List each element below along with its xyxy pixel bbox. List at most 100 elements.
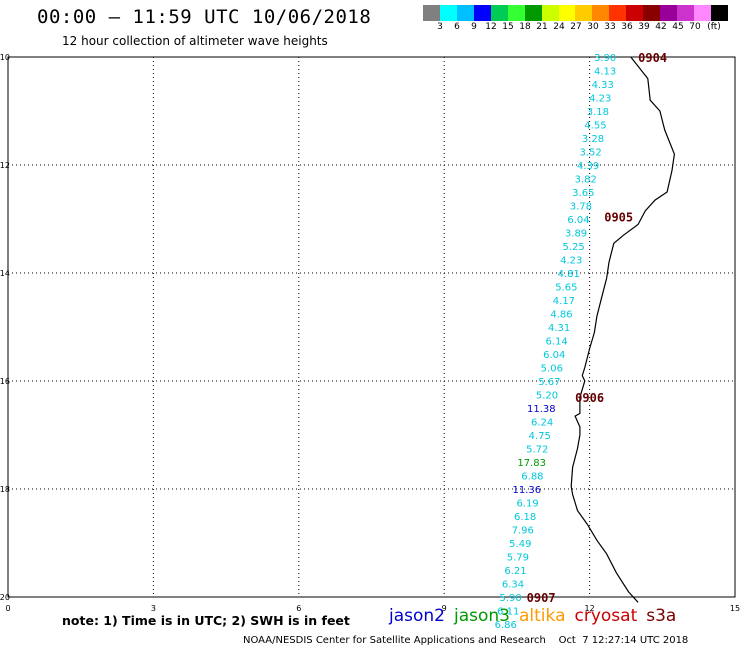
wave-height-label: 11.38 [527, 404, 556, 415]
wave-height-label: 5.67 [538, 377, 560, 388]
wave-height-label: 3.78 [570, 202, 592, 213]
time-labels: 0904 0905 0906 0907 [527, 51, 667, 605]
lon-tick-label: 6 [296, 604, 301, 613]
wave-height-label: 3.28 [582, 134, 604, 145]
color-swatch [507, 5, 525, 21]
wave-height-label: 5.90 [499, 593, 521, 604]
legend-jason3: jason3 [454, 606, 510, 626]
color-scale-label: 15 [502, 22, 514, 32]
wave-height-label: 6.11 [497, 607, 519, 618]
wave-height-label: 4.23 [560, 256, 582, 267]
color-swatch [490, 5, 508, 21]
coastline [570, 56, 676, 603]
color-scale-label: 3 [437, 22, 443, 32]
wave-height-label: 6.18 [514, 512, 536, 523]
wave-height-label: 4.75 [529, 431, 551, 442]
lat-tick-label: -14 [0, 269, 10, 278]
color-swatch [575, 5, 593, 21]
wave-height-label: 5.06 [541, 364, 563, 375]
note-text: note: 1) Time is in UTC; 2) SWH is in fe… [62, 613, 350, 628]
wave-height-label: 3.90 [594, 53, 616, 64]
wave-height-label: 3.65 [572, 188, 594, 199]
wave-height-label: 3.18 [587, 107, 609, 118]
lat-tick-label: -20 [0, 593, 10, 602]
color-scale-label: 6 [454, 22, 460, 32]
wave-height-label: 5.20 [536, 391, 558, 402]
color-scale-label: (ft) [707, 22, 721, 32]
color-scale-swatches [423, 5, 728, 21]
wave-height-label: 5.79 [507, 553, 529, 564]
map-axis-labels: -10 -12 -14 -16 -18 -20 0 3 6 9 12 15 [0, 53, 740, 613]
color-swatch [473, 5, 491, 21]
color-swatch [643, 5, 661, 21]
wave-height-label: 4.31 [548, 323, 570, 334]
wave-height-label: 11.36 [512, 485, 541, 496]
map-grid [7, 56, 736, 598]
color-scale-label: 30 [587, 22, 599, 32]
color-scale-label: 33 [604, 22, 616, 32]
color-swatch [660, 5, 678, 21]
color-swatch [592, 5, 610, 21]
wave-height-label: 6.21 [504, 566, 526, 577]
wave-height-label: 6.19 [516, 499, 538, 510]
color-scale-label: 42 [655, 22, 667, 32]
lat-tick-label: -10 [0, 53, 10, 62]
color-swatch [609, 5, 627, 21]
color-swatch [710, 5, 728, 21]
wave-height-label: 4.23 [589, 94, 611, 105]
color-swatch [626, 5, 644, 21]
wave-height-label: 5.72 [526, 445, 548, 456]
map-frame [7, 56, 736, 598]
time-label: 0907 [527, 591, 556, 605]
wave-height-label: 6.04 [543, 350, 565, 361]
wave-height-label: 6.86 [495, 620, 517, 631]
wave-height-label: 6.34 [502, 580, 524, 591]
wave-height-label: 3.82 [575, 175, 597, 186]
color-scale-labels: 3 6 9 12 15 18 21 24 27 30 33 36 39 42 45 70 (ft) [423, 21, 728, 35]
lon-tick-label: 3 [151, 604, 156, 613]
time-label: 0904 [638, 51, 667, 65]
map-title: 00:00 – 11:59 UTC 10/06/2018 [37, 6, 372, 28]
color-swatch [439, 5, 457, 21]
color-swatch [456, 5, 474, 21]
wave-height-label: 5.65 [555, 283, 577, 294]
wave-height-label: 4.17 [553, 296, 575, 307]
lon-tick-label: 15 [730, 604, 740, 613]
wave-height-label: 3.52 [579, 148, 601, 159]
wave-height-label: 6.04 [567, 215, 589, 226]
color-swatch [677, 5, 694, 21]
wave-height-label: 17.83 [517, 458, 546, 469]
color-scale-label: 27 [570, 22, 582, 32]
satellite-legend: jason2 jason3 altika cryosat s3a [389, 606, 685, 626]
legend-altika: altika [519, 606, 566, 626]
satellite-track-labels: 3.90 4.13 4.33 4.23 3.18 4.55 3.28 3.52 4.39 3.82… [495, 53, 617, 631]
color-scale-label: 18 [519, 22, 531, 32]
color-swatch [423, 5, 440, 21]
lon-tick-label: 9 [442, 604, 447, 613]
wave-height-label: 4.86 [550, 310, 572, 321]
wave-height-label: 4.33 [592, 80, 614, 91]
wave-height-label: 4.81 [558, 269, 580, 280]
wave-height-label: 3.89 [565, 229, 587, 240]
color-scale-label: 9 [471, 22, 477, 32]
color-scale-label: 36 [621, 22, 633, 32]
color-swatch [541, 5, 559, 21]
lat-tick-label: -16 [0, 377, 10, 386]
color-scale-label: 24 [553, 22, 565, 32]
legend-jason2: jason2 [389, 606, 445, 626]
lon-tick-label: 12 [585, 604, 595, 613]
wave-height-color-scale: 3 6 9 12 15 18 21 24 27 30 33 36 39 42 45 70 (ft) [423, 5, 728, 35]
wave-height-label: 4.55 [584, 121, 606, 132]
footer-credit: NOAA/NESDIS Center for Satellite Applica… [243, 635, 689, 646]
lat-tick-label: -12 [0, 161, 10, 170]
wave-height-label: 4.13 [594, 67, 616, 78]
lon-tick-label: 0 [5, 604, 10, 613]
wave-height-label: 6.14 [546, 337, 568, 348]
color-scale-label: 12 [485, 22, 497, 32]
time-label: 0905 [604, 210, 633, 224]
time-label: 0906 [575, 391, 604, 405]
color-swatch [558, 5, 576, 21]
color-scale-label: 39 [638, 22, 650, 32]
wave-height-label: 5.25 [562, 242, 584, 253]
